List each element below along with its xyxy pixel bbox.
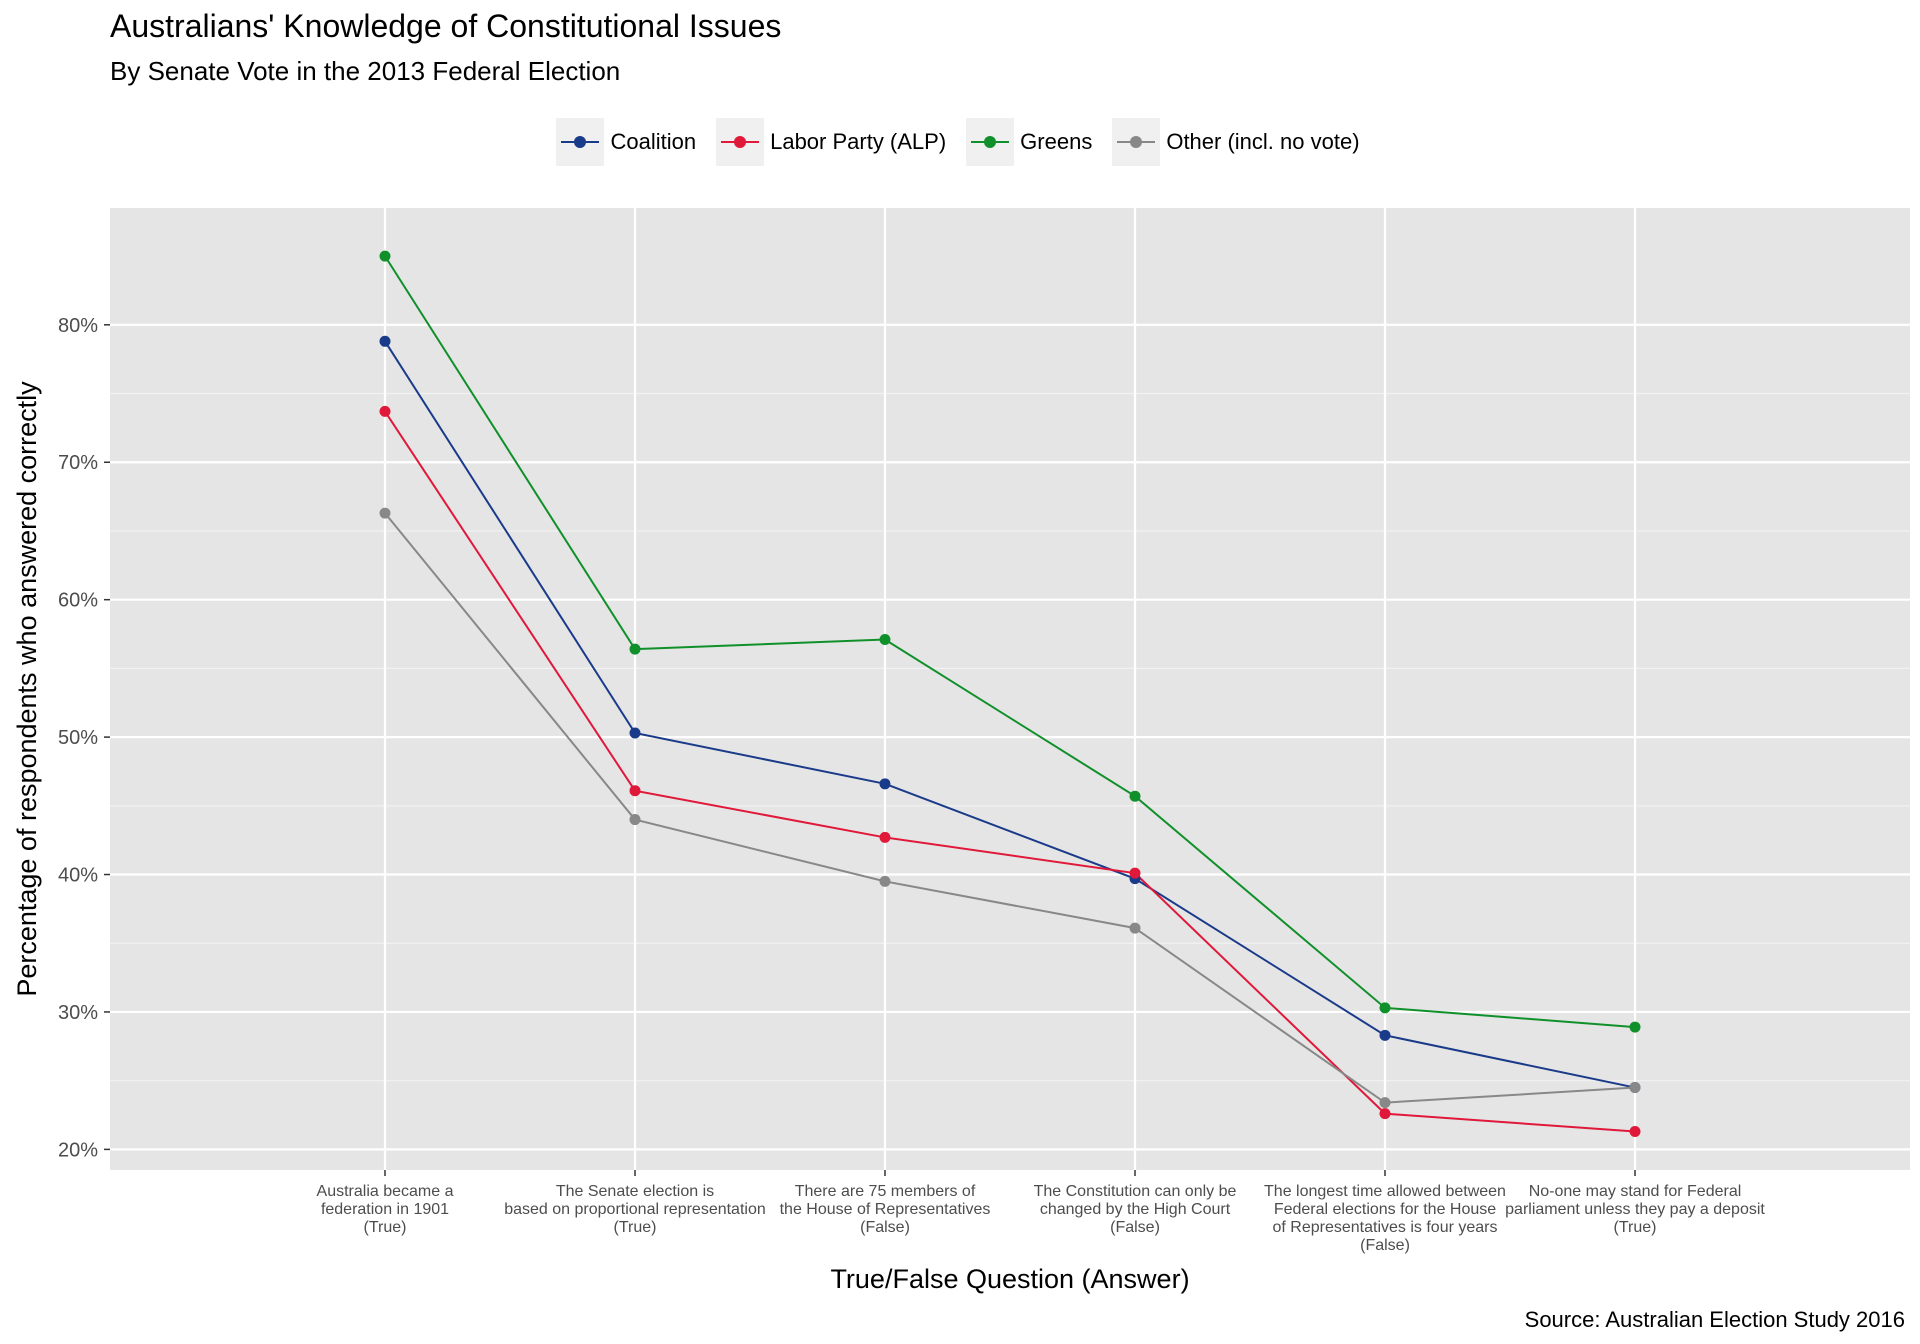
data-point [379,507,391,519]
y-tick-label: 50% [58,727,98,749]
series-line [384,410,1636,1133]
data-point [1629,1021,1641,1033]
legend-item: Coalition [556,118,700,166]
y-tick-label: 80% [58,315,98,337]
data-point [1379,1108,1391,1120]
series-line [384,512,1636,1104]
legend-item: Greens [966,118,1096,166]
x-tick-label: No-one may stand for Federal parliament u… [1505,1183,1765,1236]
y-tick-label: 40% [58,865,98,887]
data-point [879,875,891,887]
legend-label: Greens [1020,129,1093,154]
data-point [629,727,641,739]
y-tick-label: 20% [58,1139,98,1161]
series-points [379,250,1641,1138]
data-point [629,814,641,826]
data-point [1379,1029,1391,1041]
legend-item: Other (incl. no vote) [1112,118,1363,166]
legend-label: Other (incl. no vote) [1166,129,1360,154]
source-note: Source: Australian Election Study 2016 [1524,1307,1905,1332]
minor-gridlines [110,392,1910,1082]
major-gridlines [110,208,1910,1170]
data-point [629,785,641,797]
chart-subtitle: By Senate Vote in the 2013 Federal Elect… [110,56,621,86]
data-point [1629,1082,1641,1094]
x-tick-label: There are 75 members of the House of Repr… [780,1183,991,1236]
data-point [1129,922,1141,934]
data-point [379,405,391,417]
data-point [379,250,391,262]
chart-title: Australians' Knowledge of Constitutional… [110,8,782,44]
plot-panel [110,208,1910,1170]
legend-key [966,118,1015,166]
data-point [879,634,891,646]
legend-label: Coalition [610,129,697,154]
data-point [629,643,641,655]
series-lines [384,255,1636,1133]
legend-key [1112,118,1161,166]
x-tick-label: The Senate election is based on proportio… [504,1183,766,1236]
data-point [879,831,891,843]
x-axis: Australia became a federation in 1901 (Tru… [317,1170,1765,1254]
legend-item: Labor Party (ALP) [716,118,950,166]
x-tick-label: Australia became a federation in 1901 (Tru… [317,1183,454,1236]
y-tick-label: 60% [58,590,98,612]
series-line [384,340,1636,1089]
legend-key [716,118,765,166]
series-line [384,255,1636,1029]
y-axis-title: Percentage of respondents who answered c… [12,381,42,997]
data-point [1129,790,1141,802]
data-point [1379,1002,1391,1014]
legend: Coalition Labor Party (ALP) Greens Other (i… [0,118,1920,166]
x-tick-label: The Constitution can only be changed by t… [1034,1183,1237,1236]
legend-label: Labor Party (ALP) [770,129,947,154]
data-point [379,335,391,347]
data-point [1379,1097,1391,1109]
x-tick-label: The longest time allowed between Federal … [1264,1183,1506,1254]
y-tick-label: 70% [58,452,98,474]
data-point [1129,867,1141,879]
y-axis: 20% 30% 40% 50% 60% 70% 80% [58,315,110,1161]
data-point [879,778,891,790]
legend-key [556,118,605,166]
data-point [1629,1126,1641,1138]
x-axis-title: True/False Question (Answer) [830,1264,1189,1294]
y-tick-label: 30% [58,1002,98,1024]
